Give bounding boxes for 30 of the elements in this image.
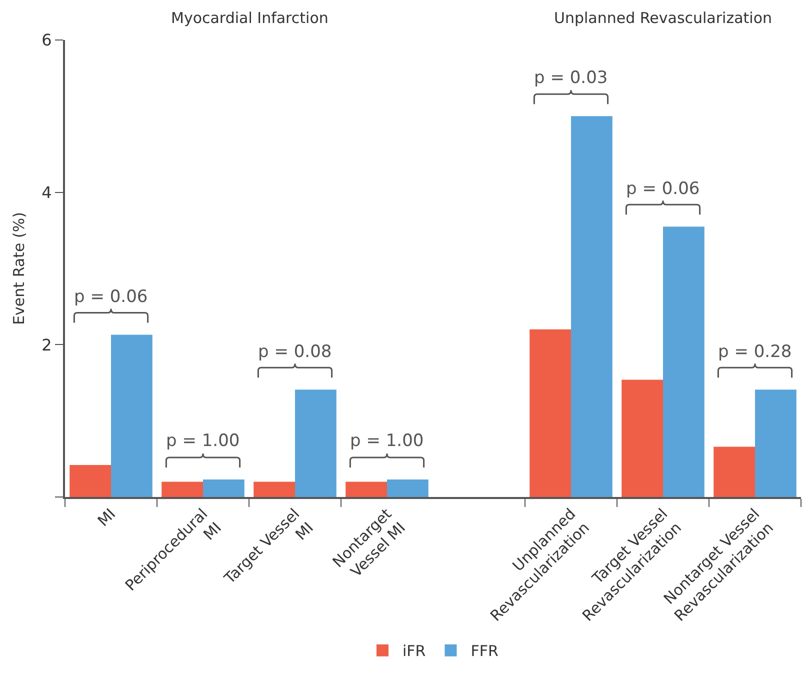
bar [530, 329, 571, 497]
annotation: p = 1.00 [350, 431, 424, 451]
bar [714, 446, 755, 497]
y-axis-title: Event Rate (%) [10, 212, 28, 325]
bar [346, 482, 387, 497]
annotation: p = 1.00 [166, 431, 240, 451]
bar [162, 482, 203, 497]
bar [203, 479, 244, 497]
bar [295, 390, 336, 497]
bar [622, 380, 663, 497]
y-tick-label: 4 [42, 182, 52, 202]
annotation: p = 0.06 [74, 287, 148, 307]
bar [254, 482, 295, 497]
annotation: p = 0.03 [534, 68, 608, 88]
text: Unplanned Revascularization [554, 9, 772, 27]
annotation: p = 0.28 [718, 342, 792, 362]
annotation: p = 0.06 [626, 179, 700, 199]
legend-label: iFR [402, 642, 426, 660]
bar [571, 116, 612, 497]
text: Myocardial Infarction [171, 9, 328, 27]
bar [387, 479, 428, 497]
bar [111, 334, 152, 497]
y-tick-label: 2 [42, 335, 52, 354]
bar [755, 390, 796, 497]
x-tick-label: MI [94, 504, 120, 530]
bar [663, 226, 704, 497]
legend-label: FFR [470, 642, 498, 660]
bar [70, 465, 111, 497]
y-tick-label: 6 [42, 30, 52, 50]
annotation: p = 0.08 [258, 342, 332, 362]
